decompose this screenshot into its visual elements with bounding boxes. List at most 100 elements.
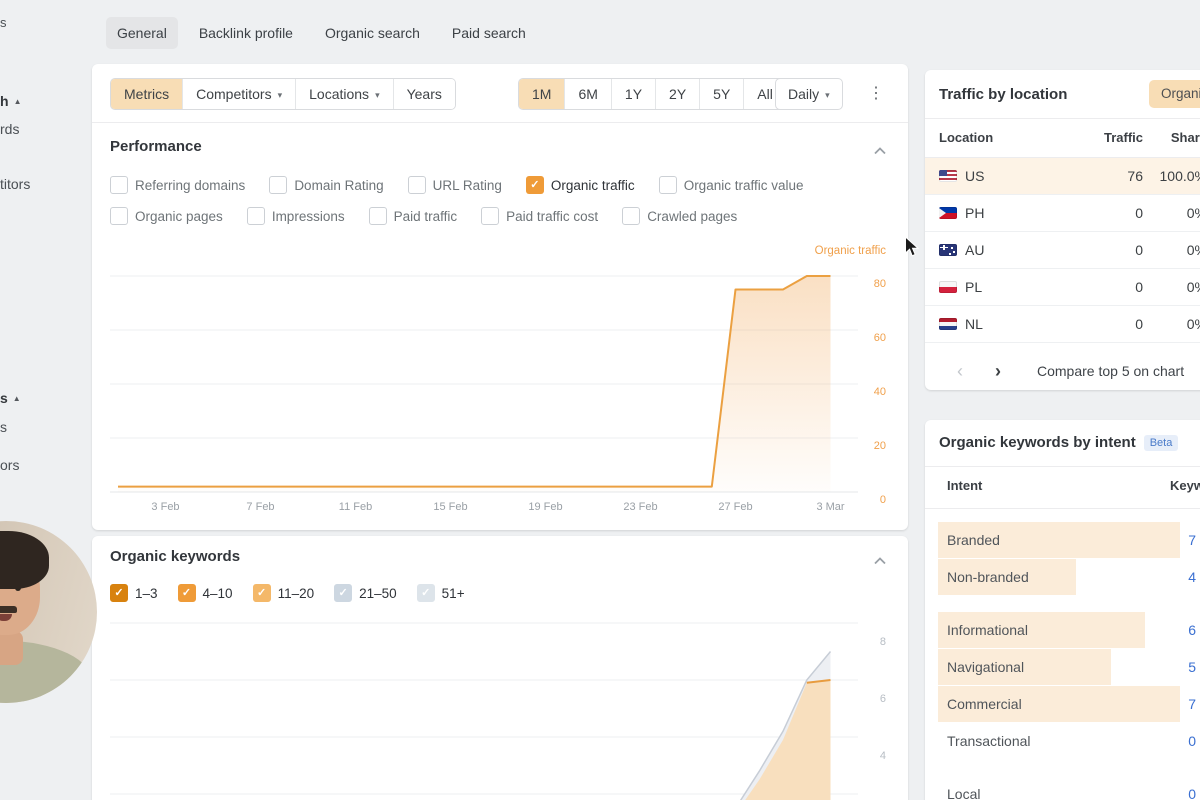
keyword-count-link[interactable]: 0 — [1188, 733, 1196, 749]
beta-badge: Beta — [1143, 434, 1179, 451]
svg-text:0: 0 — [880, 494, 886, 506]
kebab-menu-icon[interactable]: ⋮ — [868, 85, 884, 102]
period-5y[interactable]: 5Y — [700, 79, 745, 109]
person-mouth — [0, 614, 12, 621]
metric-checkbox-domain-rating[interactable]: Domain Rating — [269, 176, 384, 194]
webcam-overlay — [0, 521, 97, 703]
compare-top5-link[interactable]: Compare top 5 on chart — [1037, 363, 1185, 379]
period-1y[interactable]: 1Y — [611, 79, 657, 109]
checkbox — [622, 207, 641, 225]
keyword-count-link[interactable]: 5 — [1188, 659, 1196, 675]
intent-bar — [938, 612, 1145, 648]
performance-title: Performance — [110, 138, 202, 155]
intent-row-non-branded: Non-branded 4 — [938, 559, 1200, 596]
chart-legend: Organic traffic — [814, 245, 886, 257]
organic-keywords-card: Organic keywords 1–3 4–10 11–20 21–50 51… — [92, 536, 908, 800]
intent-row-transactional: Transactional 0 — [938, 723, 1200, 760]
column-header-keywords: Keywords — [1170, 478, 1200, 493]
column-header-traffic: Traffic — [1103, 130, 1143, 145]
location-row-au[interactable]: AU 0 0% — [925, 232, 1200, 269]
location-row-nl[interactable]: NL 0 0% — [925, 306, 1200, 343]
checkbox — [368, 207, 387, 225]
chevron-down-icon: ▾ — [277, 90, 283, 100]
mouse-cursor — [905, 236, 920, 257]
metric-checkbox-paid-traffic-cost[interactable]: Paid traffic cost — [481, 207, 598, 225]
sidebar-item-fragment[interactable]: s — [0, 419, 7, 435]
location-pagination: ‹ › Compare top 5 on chart — [925, 351, 1200, 391]
svg-text:6: 6 — [880, 693, 886, 705]
keyword-count-link[interactable]: 4 — [1188, 569, 1196, 585]
keyword-count-link[interactable]: 6 — [1188, 622, 1196, 638]
metric-checkbox-organic-traffic-value[interactable]: Organic traffic value — [658, 176, 804, 194]
metric-checkbox-url-rating[interactable]: URL Rating — [407, 176, 502, 194]
locations-dropdown[interactable]: Locations ▾ — [296, 79, 394, 109]
keywords-by-intent-header: Organic keywords by intent Beta — [939, 434, 1179, 451]
location-row-pl[interactable]: PL 0 0% — [925, 269, 1200, 306]
sidebar-item-fragment[interactable]: ors — [0, 457, 20, 473]
svg-text:3 Feb: 3 Feb — [151, 501, 179, 513]
period-6m[interactable]: 6M — [565, 79, 612, 109]
sidebar-item-fragment[interactable]: s ▲ — [0, 390, 21, 406]
location-row-us[interactable]: US 76 100.0% — [925, 158, 1200, 195]
checkbox — [658, 176, 677, 194]
chart-toolbar: Metrics Competitors ▾ Locations ▾ Years 1M… — [92, 78, 908, 110]
traffic-by-location-card: Traffic by location Organic Location Tra… — [925, 70, 1200, 390]
divider — [92, 122, 908, 123]
column-header-share: Share — [1170, 130, 1200, 145]
collapse-section-icon[interactable] — [874, 552, 886, 570]
sidebar-item-fragment[interactable]: rds — [0, 121, 20, 137]
intent-row-branded: Branded 7 — [938, 522, 1200, 559]
tab-organic-search[interactable]: Organic search — [324, 25, 420, 41]
tab-general[interactable]: General — [106, 17, 178, 49]
metrics-button[interactable]: Metrics — [111, 79, 184, 109]
range-checkbox-21-50[interactable]: 21–50 — [334, 584, 397, 602]
years-button[interactable]: Years — [393, 79, 455, 109]
sidebar-item-fragment[interactable]: s — [0, 15, 7, 30]
collapse-section-icon[interactable] — [874, 142, 886, 160]
keyword-count-link[interactable]: 0 — [1188, 786, 1196, 800]
period-group: 1M 6M 1Y 2Y 5Y All — [518, 78, 787, 110]
range-checkbox-51plus[interactable]: 51+ — [416, 584, 465, 602]
pl-flag-icon — [939, 281, 957, 293]
keyword-count-link[interactable]: 7 — [1188, 532, 1196, 548]
period-2y[interactable]: 2Y — [656, 79, 701, 109]
metric-checkbox-paid-traffic[interactable]: Paid traffic — [368, 207, 457, 225]
divider — [925, 508, 1200, 509]
caret-up-icon: ▲ — [13, 97, 22, 106]
tab-backlink-profile[interactable]: Backlink profile — [198, 25, 293, 41]
competitors-dropdown[interactable]: Competitors ▾ — [183, 79, 297, 109]
organic-traffic-chart[interactable]: 0 20 40 60 80 3 Feb 7 Feb 11 Feb 15 Feb 19 Feb 23 … — [92, 64, 908, 530]
filter-group: Metrics Competitors ▾ Locations ▾ Years — [110, 78, 456, 110]
prev-page-icon[interactable]: ‹ — [957, 361, 963, 381]
organic-mode-button[interactable]: Organic — [1149, 80, 1200, 108]
column-header-location: Location — [939, 130, 994, 145]
metric-checkbox-organic-pages[interactable]: Organic pages — [110, 207, 223, 225]
caret-up-icon: ▲ — [12, 394, 21, 403]
intent-bar — [938, 649, 1111, 685]
chevron-down-icon: ▾ — [825, 90, 830, 100]
svg-text:7 Feb: 7 Feb — [246, 501, 274, 513]
metric-checkbox-crawled-pages[interactable]: Crawled pages — [622, 207, 737, 225]
range-checkbox-11-20[interactable]: 11–20 — [252, 584, 314, 602]
nl-flag-icon — [939, 318, 957, 330]
tab-paid-search[interactable]: Paid search — [451, 25, 526, 41]
period-1m[interactable]: 1M — [519, 79, 566, 109]
keywords-position-chart[interactable]: 2468 — [92, 536, 908, 800]
metric-checkbox-organic-traffic[interactable]: Organic traffic — [525, 176, 635, 194]
keyword-count-link[interactable]: 7 — [1188, 696, 1196, 712]
location-row-ph[interactable]: PH 0 0% — [925, 195, 1200, 232]
sidebar-item-fragment[interactable]: h ▲ — [0, 93, 22, 109]
range-checkbox-1-3[interactable]: 1–3 — [110, 584, 158, 602]
metric-checkbox-impressions[interactable]: Impressions — [246, 207, 345, 225]
svg-text:3 Mar: 3 Mar — [816, 501, 844, 513]
divider — [925, 466, 1200, 467]
metric-checkbox-referring-domains[interactable]: Referring domains — [110, 176, 245, 194]
keywords-by-intent-card: Organic keywords by intent Beta Intent K… — [925, 420, 1200, 800]
sidebar-item-fragment[interactable]: titors — [0, 176, 31, 192]
granularity-dropdown[interactable]: Daily ▾ — [775, 78, 843, 110]
person-neck — [0, 631, 23, 665]
checkbox — [246, 207, 265, 225]
next-page-icon[interactable]: › — [995, 361, 1001, 381]
range-checkbox-4-10[interactable]: 4–10 — [177, 584, 233, 602]
divider — [925, 157, 1200, 158]
